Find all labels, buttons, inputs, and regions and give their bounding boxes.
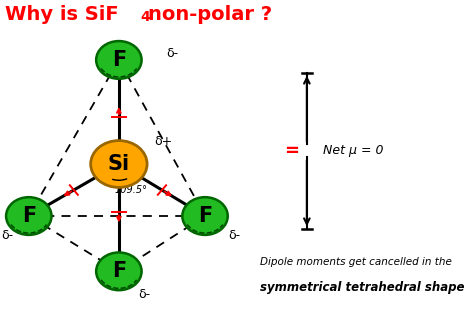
Text: Net μ = 0: Net μ = 0: [322, 145, 383, 157]
Circle shape: [96, 253, 142, 290]
Text: F: F: [112, 50, 126, 70]
Text: δ-: δ-: [1, 229, 14, 242]
Text: F: F: [112, 261, 126, 281]
Text: =: =: [283, 142, 299, 160]
Text: F: F: [198, 206, 212, 226]
Text: F: F: [22, 206, 36, 226]
Text: Why is SiF: Why is SiF: [5, 5, 119, 24]
Text: symmetrical tetrahedral shape: symmetrical tetrahedral shape: [260, 281, 465, 294]
Text: Si: Si: [108, 154, 130, 174]
Text: δ-: δ-: [138, 288, 151, 300]
Text: δ-: δ-: [166, 47, 178, 60]
Circle shape: [96, 41, 142, 79]
Text: δ-: δ-: [228, 229, 241, 242]
Text: 4: 4: [140, 10, 150, 24]
Text: δ+: δ+: [154, 135, 173, 148]
Circle shape: [6, 197, 52, 235]
Text: non-polar ?: non-polar ?: [148, 5, 273, 24]
Text: 109.5°: 109.5°: [114, 185, 147, 195]
Text: Dipole moments get cancelled in the: Dipole moments get cancelled in the: [260, 256, 452, 267]
Circle shape: [182, 197, 228, 235]
Circle shape: [91, 141, 147, 187]
